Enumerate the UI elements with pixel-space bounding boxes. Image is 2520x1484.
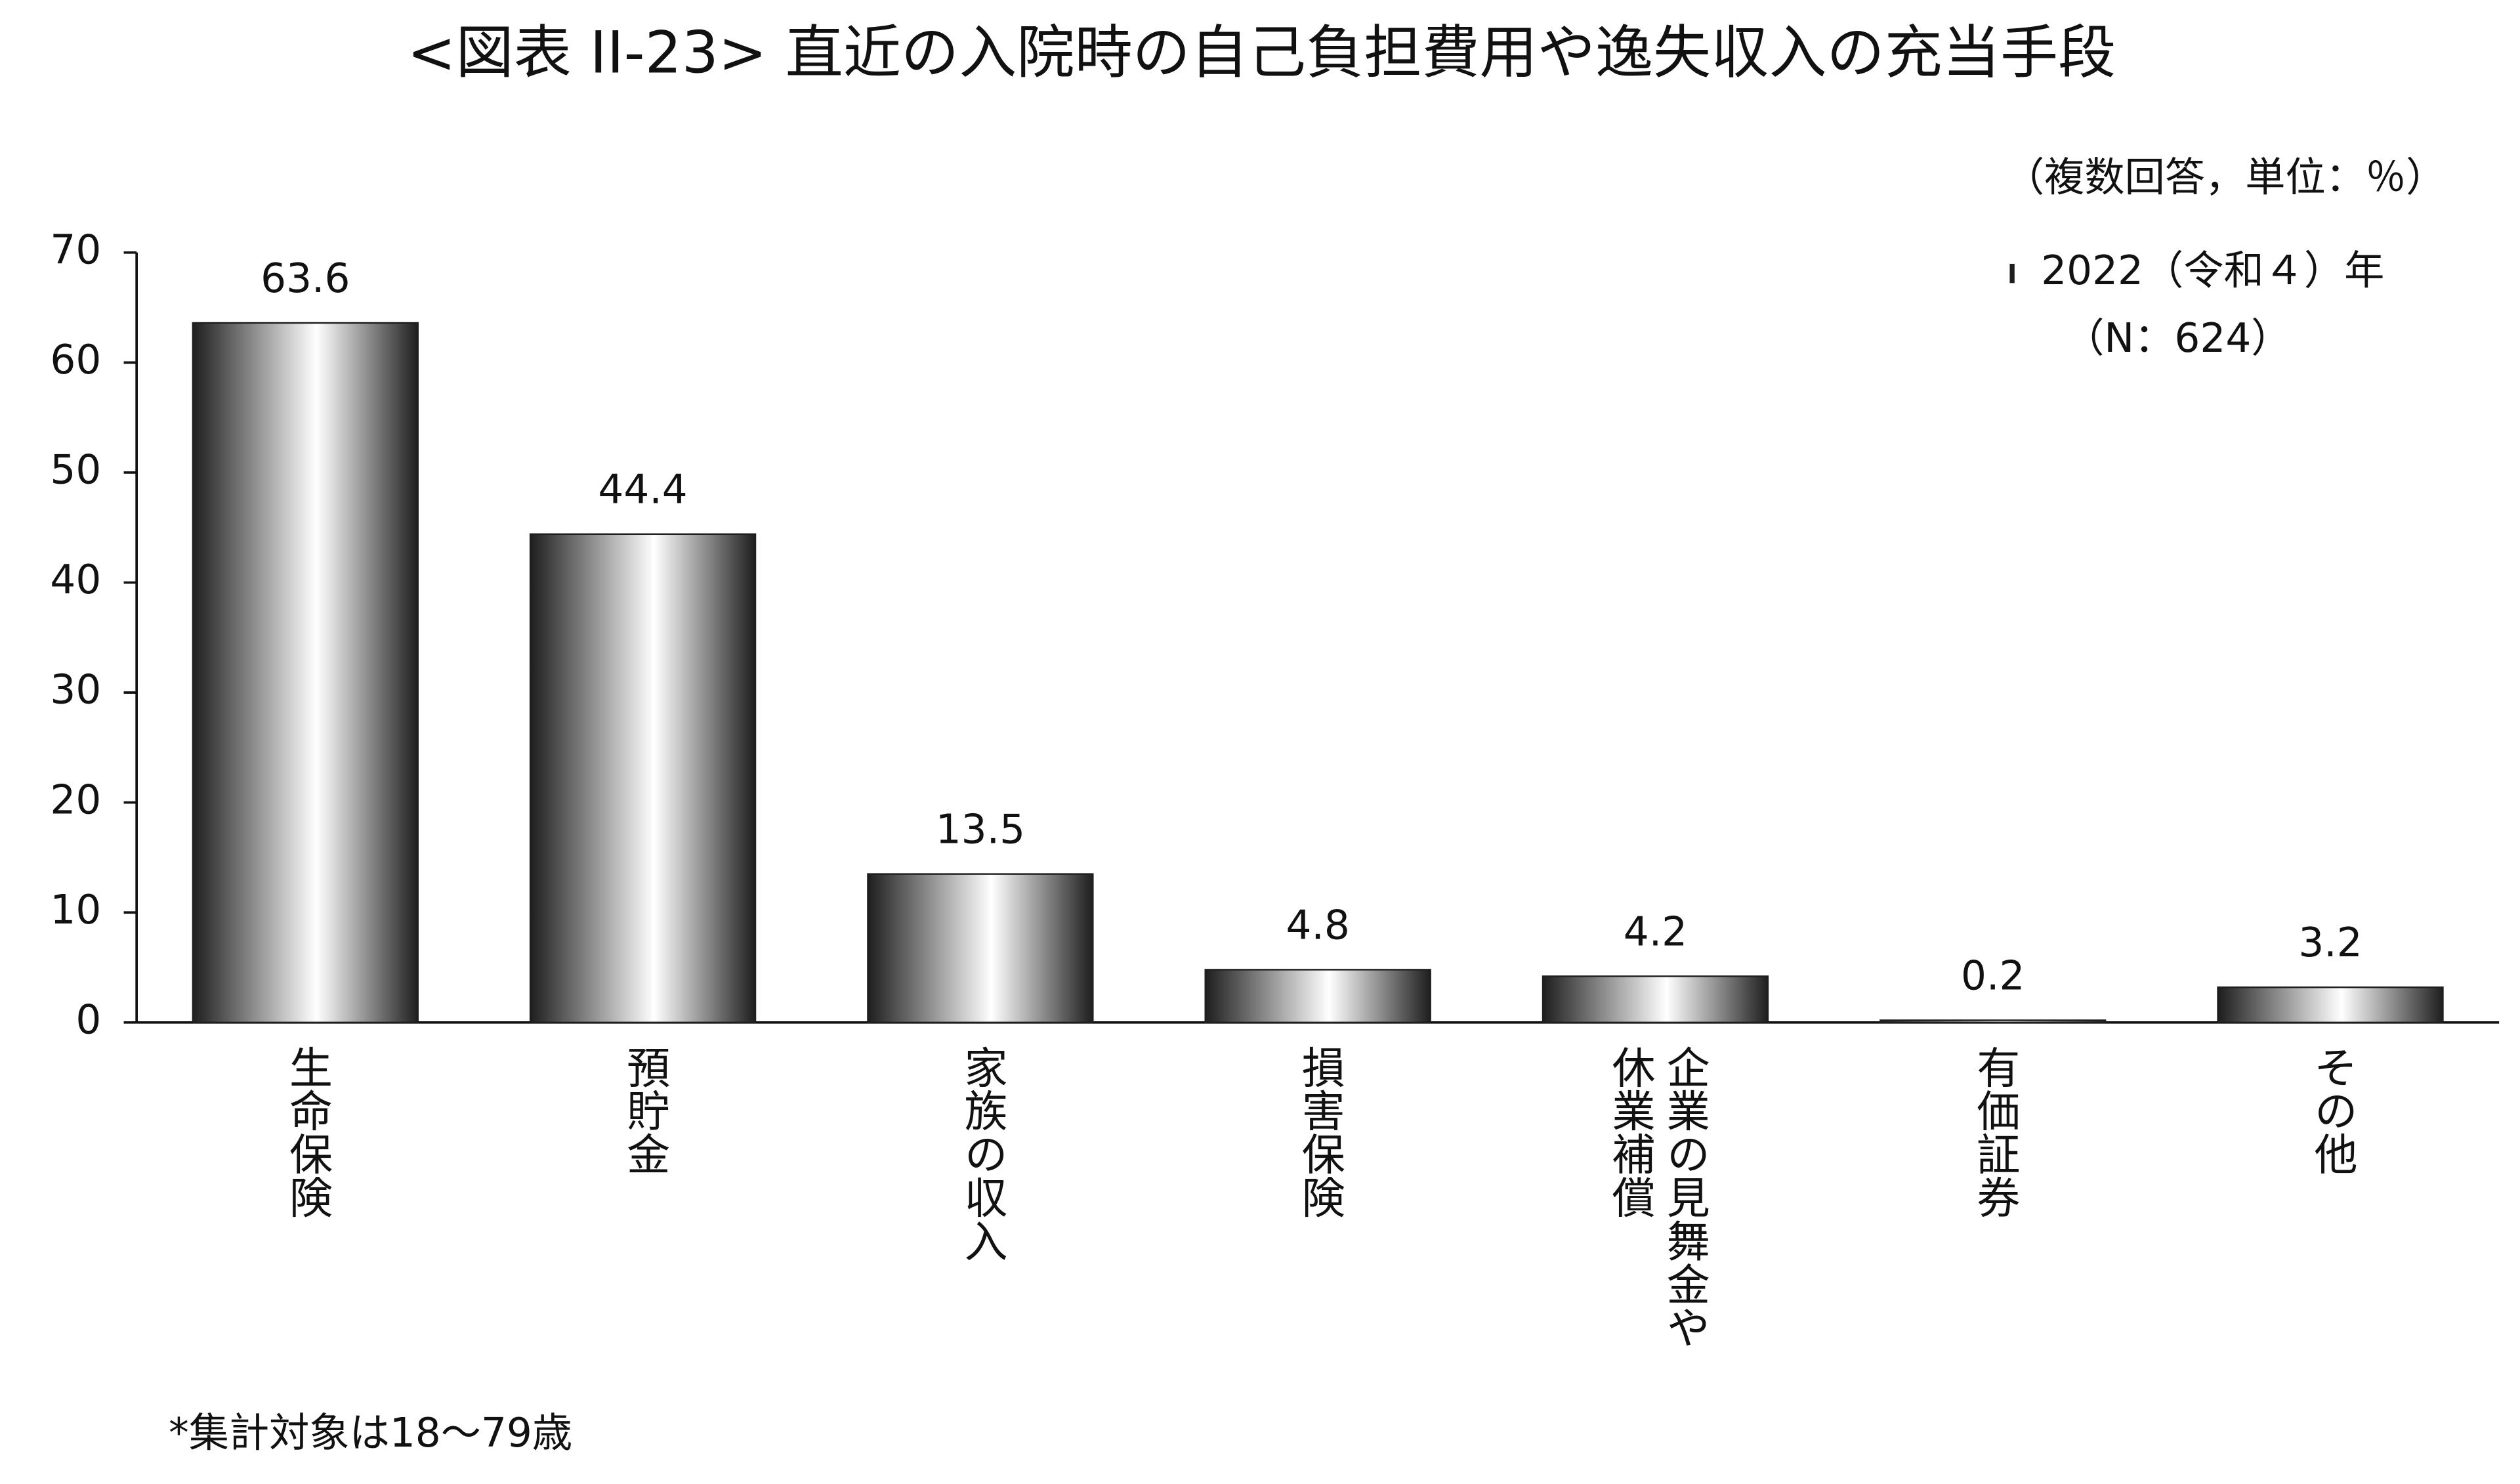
bar: [1880, 1019, 2107, 1024]
data-label: 44.4: [598, 467, 687, 513]
x-tick-label-box: 有価証券: [1969, 1045, 2019, 1219]
x-tick-label-box: 家族の収入: [956, 1045, 1007, 1262]
y-tick-label: 60: [50, 337, 101, 383]
x-tick-label: 預貯金: [618, 1045, 669, 1176]
legend-note: （N：624）: [2064, 315, 2291, 362]
footnote: *集計対象は18～79歳: [169, 1410, 572, 1456]
y-tick-label: 0: [75, 996, 101, 1043]
x-tick-label: 家族の収入: [956, 1045, 1007, 1262]
y-tick-label: 10: [50, 887, 101, 933]
x-tick-label-box: 損害保険: [1293, 1045, 1344, 1219]
data-label: 3.2: [2298, 920, 2362, 966]
bar: [192, 322, 419, 1024]
bar: [867, 873, 1094, 1024]
y-tick-label: 40: [50, 557, 101, 603]
x-tick-label: 生命保険: [281, 1045, 331, 1219]
x-tick-label-box: 生命保険: [281, 1045, 331, 1219]
x-tick-label-box: 企業の見舞金や 休業補償: [1604, 1045, 1709, 1349]
bar: [1204, 969, 1431, 1024]
x-tick-label: 企業の見舞金や 休業補償: [1604, 1045, 1709, 1349]
y-tick-label: 70: [50, 226, 101, 273]
bar: [2217, 986, 2444, 1024]
bar: [1542, 975, 1769, 1024]
y-tick-label: 50: [50, 447, 101, 494]
x-tick-label-box: 預貯金: [618, 1045, 669, 1176]
data-label: 13.5: [936, 807, 1025, 853]
y-tick-label: 30: [50, 667, 101, 713]
unit-note: （複数回答，単位：％）: [2004, 154, 2446, 201]
y-tick-label: 20: [50, 776, 101, 823]
x-tick-label: 損害保険: [1293, 1045, 1344, 1219]
x-tick-label: 有価証券: [1969, 1045, 2019, 1219]
x-tick-label-box: その他: [2306, 1045, 2357, 1176]
legend-label: 2022（令和４）年: [2041, 247, 2384, 294]
data-label: 0.2: [1961, 952, 2025, 999]
data-label: 63.6: [261, 255, 350, 302]
data-label: 4.2: [1624, 908, 1687, 955]
data-label: 4.8: [1286, 902, 1349, 948]
bar: [529, 533, 757, 1024]
chart-title: <図表 II-23> 直近の入院時の自己負担費用や逸失収入の充当手段: [408, 18, 2116, 86]
x-tick-label: その他: [2306, 1045, 2357, 1176]
